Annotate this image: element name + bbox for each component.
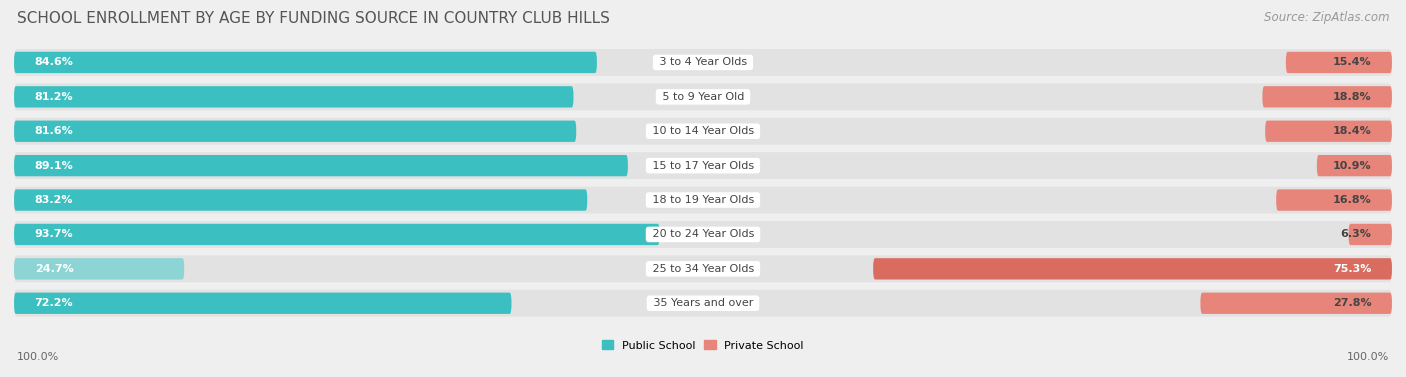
FancyBboxPatch shape [14,221,1392,248]
FancyBboxPatch shape [14,118,1392,145]
Text: 84.6%: 84.6% [35,57,73,67]
FancyBboxPatch shape [1201,293,1392,314]
FancyBboxPatch shape [14,49,1392,76]
Text: 75.3%: 75.3% [1333,264,1371,274]
FancyBboxPatch shape [14,256,1392,282]
Text: 20 to 24 Year Olds: 20 to 24 Year Olds [648,230,758,239]
Text: 83.2%: 83.2% [35,195,73,205]
FancyBboxPatch shape [1277,189,1392,211]
FancyBboxPatch shape [14,121,576,142]
FancyBboxPatch shape [1317,155,1392,176]
FancyBboxPatch shape [14,293,512,314]
FancyBboxPatch shape [14,155,628,176]
Text: 100.0%: 100.0% [17,352,59,362]
FancyBboxPatch shape [1263,86,1392,107]
FancyBboxPatch shape [1348,224,1392,245]
Text: 27.8%: 27.8% [1333,298,1371,308]
FancyBboxPatch shape [14,152,1392,179]
FancyBboxPatch shape [14,52,598,73]
Text: 16.8%: 16.8% [1333,195,1371,205]
Text: SCHOOL ENROLLMENT BY AGE BY FUNDING SOURCE IN COUNTRY CLUB HILLS: SCHOOL ENROLLMENT BY AGE BY FUNDING SOUR… [17,11,610,26]
Text: 15 to 17 Year Olds: 15 to 17 Year Olds [648,161,758,171]
Text: 10 to 14 Year Olds: 10 to 14 Year Olds [648,126,758,136]
Legend: Public School, Private School: Public School, Private School [602,340,804,351]
FancyBboxPatch shape [14,189,588,211]
FancyBboxPatch shape [14,86,574,107]
Text: 93.7%: 93.7% [35,230,73,239]
Text: 72.2%: 72.2% [35,298,73,308]
FancyBboxPatch shape [14,290,1392,317]
Text: 10.9%: 10.9% [1333,161,1371,171]
FancyBboxPatch shape [1265,121,1392,142]
Text: 24.7%: 24.7% [35,264,73,274]
FancyBboxPatch shape [1286,52,1392,73]
Text: 89.1%: 89.1% [35,161,73,171]
Text: Source: ZipAtlas.com: Source: ZipAtlas.com [1264,11,1389,24]
Text: 15.4%: 15.4% [1333,57,1371,67]
Text: 81.6%: 81.6% [35,126,73,136]
Text: 18.8%: 18.8% [1333,92,1371,102]
Text: 100.0%: 100.0% [1347,352,1389,362]
FancyBboxPatch shape [873,258,1392,279]
Text: 3 to 4 Year Olds: 3 to 4 Year Olds [655,57,751,67]
Text: 18.4%: 18.4% [1333,126,1371,136]
Text: 81.2%: 81.2% [35,92,73,102]
FancyBboxPatch shape [14,258,184,279]
Text: 25 to 34 Year Olds: 25 to 34 Year Olds [648,264,758,274]
Text: 18 to 19 Year Olds: 18 to 19 Year Olds [648,195,758,205]
FancyBboxPatch shape [14,83,1392,110]
Text: 35 Years and over: 35 Years and over [650,298,756,308]
FancyBboxPatch shape [14,187,1392,213]
Text: 6.3%: 6.3% [1340,230,1371,239]
Text: 5 to 9 Year Old: 5 to 9 Year Old [658,92,748,102]
FancyBboxPatch shape [14,224,659,245]
